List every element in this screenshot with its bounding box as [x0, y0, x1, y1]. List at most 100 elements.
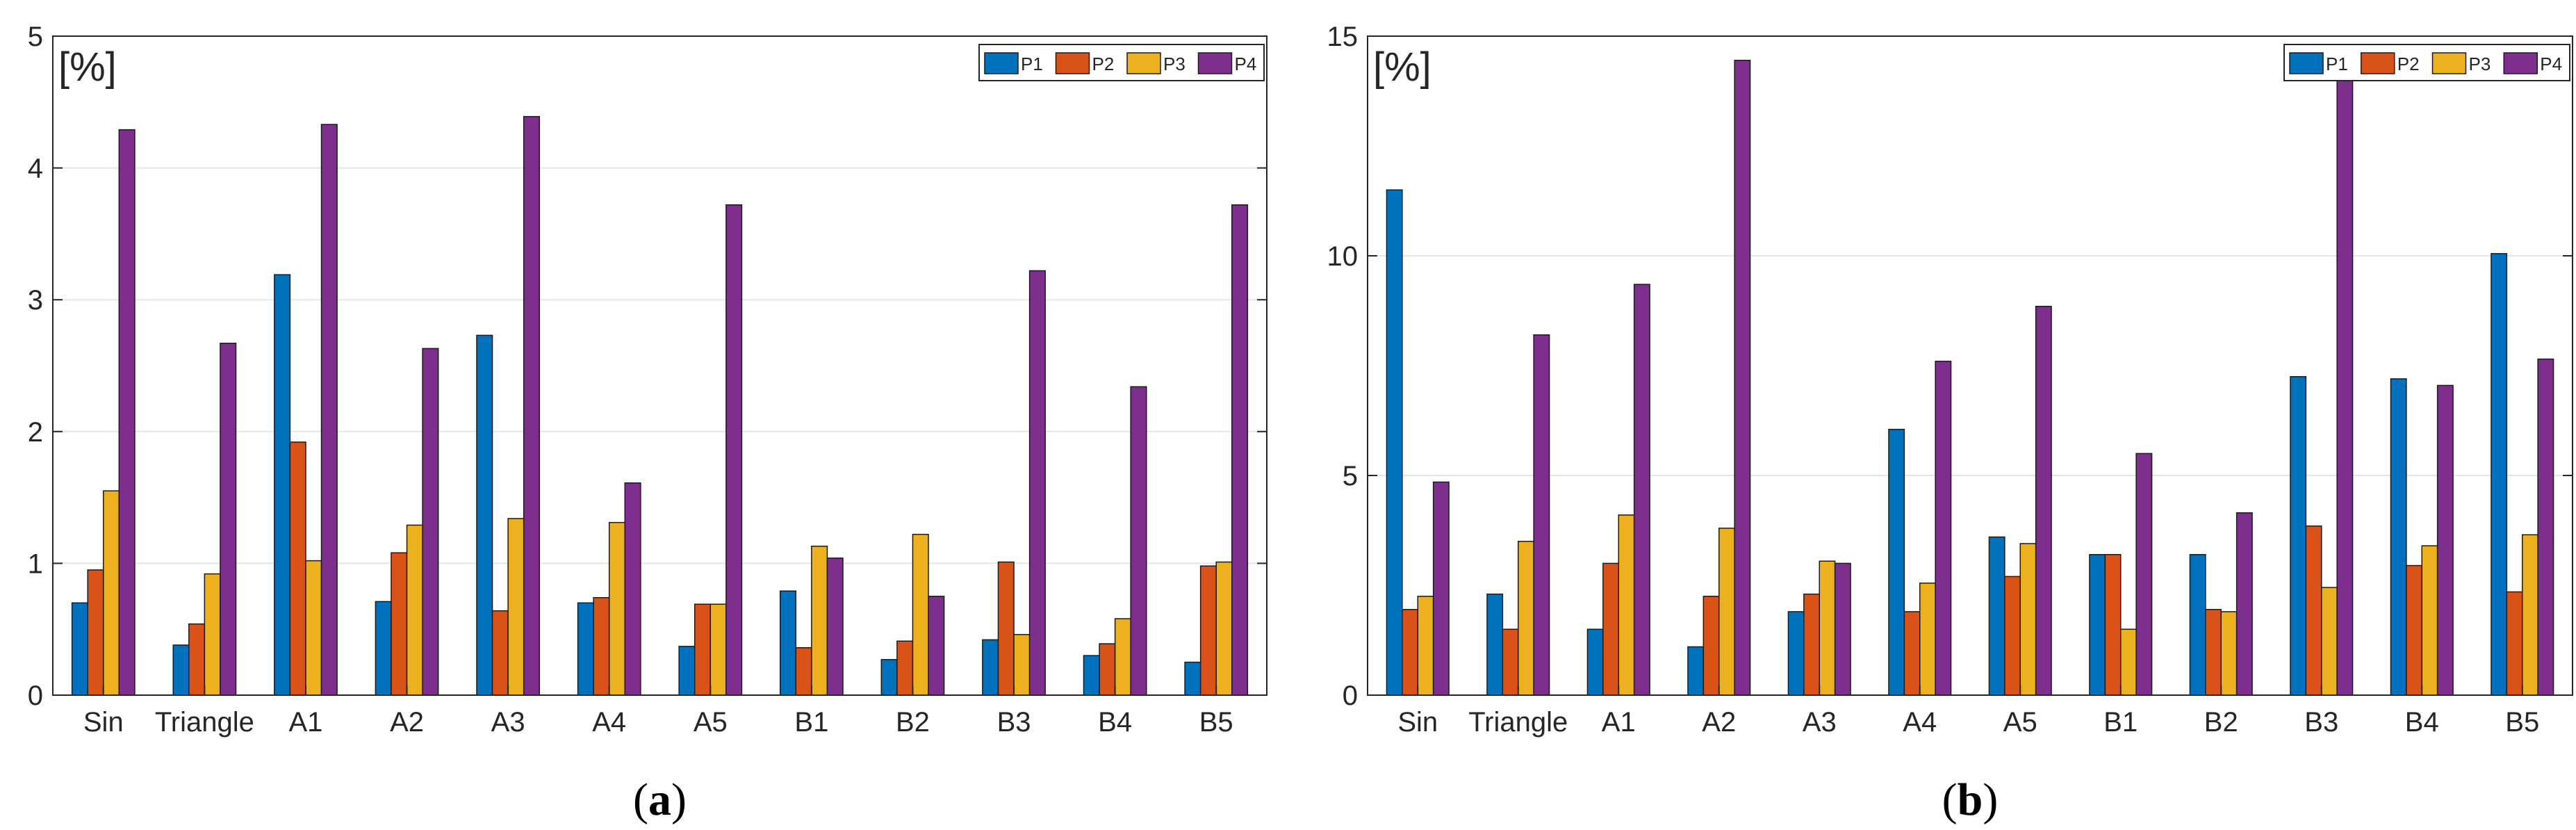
- bar-p2-b1: [2104, 554, 2122, 696]
- bar-p1-sin: [71, 602, 88, 696]
- bar-p4-a5: [2035, 305, 2052, 696]
- legend-label-p2: P2: [2397, 54, 2420, 74]
- bar-p2-a4: [1903, 611, 1921, 696]
- bar-p2-b4: [1099, 643, 1116, 696]
- x-tick-label: B3: [997, 707, 1031, 738]
- bar-p1-a5: [678, 646, 696, 696]
- bar-p1-b1: [2089, 554, 2106, 696]
- plot-frame: [1367, 35, 2573, 696]
- legend: P1 P2 P3 P4: [2283, 44, 2570, 81]
- bar-p1-b4: [1083, 655, 1100, 696]
- bar-p4-b5: [2537, 358, 2554, 696]
- bar-p2-a3: [1803, 593, 1821, 696]
- x-tick-label: Sin: [83, 707, 124, 738]
- bar-p2-b3: [997, 561, 1015, 696]
- bar-p4-sin: [1432, 481, 1450, 696]
- x-tick-label: A5: [694, 707, 728, 738]
- x-tick-label: A2: [1702, 707, 1736, 738]
- x-tick-label: A3: [491, 707, 525, 738]
- legend-items: P1 P2 P3 P4: [984, 52, 1257, 74]
- bar-p4-b5: [1231, 204, 1249, 696]
- y-tick-label: 5: [1343, 461, 1358, 491]
- panel-label: (a): [633, 774, 687, 825]
- bar-p1-b2: [2189, 554, 2206, 696]
- bar-p3-a5: [2019, 543, 2037, 696]
- bar-p1-a2: [1687, 646, 1705, 696]
- bar-p1-triangle: [1486, 593, 1504, 696]
- legend: P1 P2 P3 P4: [978, 44, 1265, 81]
- plot-frame: [52, 35, 1268, 696]
- bar-p4-triangle: [220, 343, 237, 696]
- x-tick-label: B1: [2103, 707, 2138, 738]
- bar-p4-a2: [422, 348, 439, 696]
- bar-p1-b2: [880, 659, 898, 696]
- bar-p3-b5: [2522, 534, 2538, 696]
- bar-p3-a4: [1919, 583, 1936, 696]
- bar-p3-a4: [608, 521, 626, 696]
- bar-p4-b3: [1028, 270, 1046, 696]
- bar-p4-a3: [523, 115, 541, 696]
- bars-group: [1386, 53, 2554, 696]
- bar-p4-b1: [826, 558, 844, 696]
- bar-p3-a2: [1718, 528, 1735, 696]
- legend-swatch-p4: [1197, 52, 1233, 74]
- legend-items: P1 P2 P3 P4: [2289, 52, 2562, 74]
- legend-swatch-p4: [2503, 52, 2538, 74]
- panel-label-close: ): [671, 774, 687, 825]
- y-tick-label: 5: [28, 22, 43, 52]
- tick-marks: [1368, 35, 2573, 696]
- bar-p3-b1: [811, 546, 828, 696]
- x-tick-label: B4: [2405, 707, 2439, 738]
- bar-p4-a1: [320, 124, 338, 696]
- y-tick-label: 3: [28, 285, 43, 316]
- legend-label-p1: P1: [2326, 54, 2348, 74]
- bar-p2-a5: [2004, 576, 2021, 696]
- bar-p2-a4: [593, 596, 610, 696]
- bar-p1-a3: [476, 334, 493, 696]
- bar-p1-a3: [1787, 611, 1805, 696]
- bar-p3-b4: [1114, 618, 1131, 696]
- bar-p3-a5: [709, 603, 727, 696]
- bar-p1-a2: [375, 601, 392, 696]
- bar-p2-b5: [2506, 591, 2523, 696]
- bar-p3-a3: [1819, 560, 1836, 696]
- panel-label-open: (: [633, 774, 648, 825]
- bar-p2-sin: [87, 569, 104, 696]
- bar-p3-b2: [912, 533, 929, 696]
- bar-p4-b4: [1130, 386, 1147, 696]
- bar-p1-b5: [2491, 253, 2508, 696]
- panel-label-open: (: [1942, 774, 1958, 825]
- x-tick-label: B4: [1098, 707, 1132, 738]
- x-tick-label: B5: [2505, 707, 2539, 738]
- bar-p1-sin: [1386, 189, 1403, 696]
- bar-p3-triangle: [204, 573, 221, 696]
- bar-p4-a1: [1633, 284, 1650, 696]
- bar-p4-b4: [2436, 384, 2454, 696]
- bar-p3-triangle: [1518, 541, 1534, 696]
- tick-marks: [53, 35, 1267, 696]
- legend-label-p4: P4: [1235, 54, 1257, 74]
- unit-label: [%]: [58, 44, 117, 90]
- bar-p4-triangle: [1533, 334, 1550, 696]
- x-tick-label: A1: [288, 707, 322, 738]
- y-tick-label: 2: [28, 417, 43, 448]
- x-tick-label: Sin: [1397, 707, 1438, 738]
- x-tick-label: A3: [1803, 707, 1837, 738]
- bar-p4-a3: [1834, 562, 1851, 696]
- bar-p4-a4: [1935, 360, 1952, 696]
- bar-p2-b1: [795, 646, 812, 696]
- bar-p4-sin: [118, 129, 136, 696]
- x-tick-labels: Sin Triangle A1 A2 A3 A4 A5 B1 B2 B3 B4 B5: [83, 707, 1233, 738]
- bar-p1-triangle: [172, 644, 190, 696]
- bar-p1-b3: [982, 639, 999, 696]
- bar-p1-b3: [2290, 376, 2307, 696]
- bar-p2-b5: [1199, 565, 1217, 696]
- legend-swatch-p3: [1126, 52, 1161, 74]
- x-tick-label: A4: [1903, 707, 1937, 738]
- bar-p3-b3: [1013, 634, 1031, 696]
- legend-box: [978, 44, 1265, 81]
- grid-lines: [1368, 255, 2573, 476]
- x-tick-label: B2: [2204, 707, 2238, 738]
- legend-label-p3: P3: [1163, 54, 1186, 74]
